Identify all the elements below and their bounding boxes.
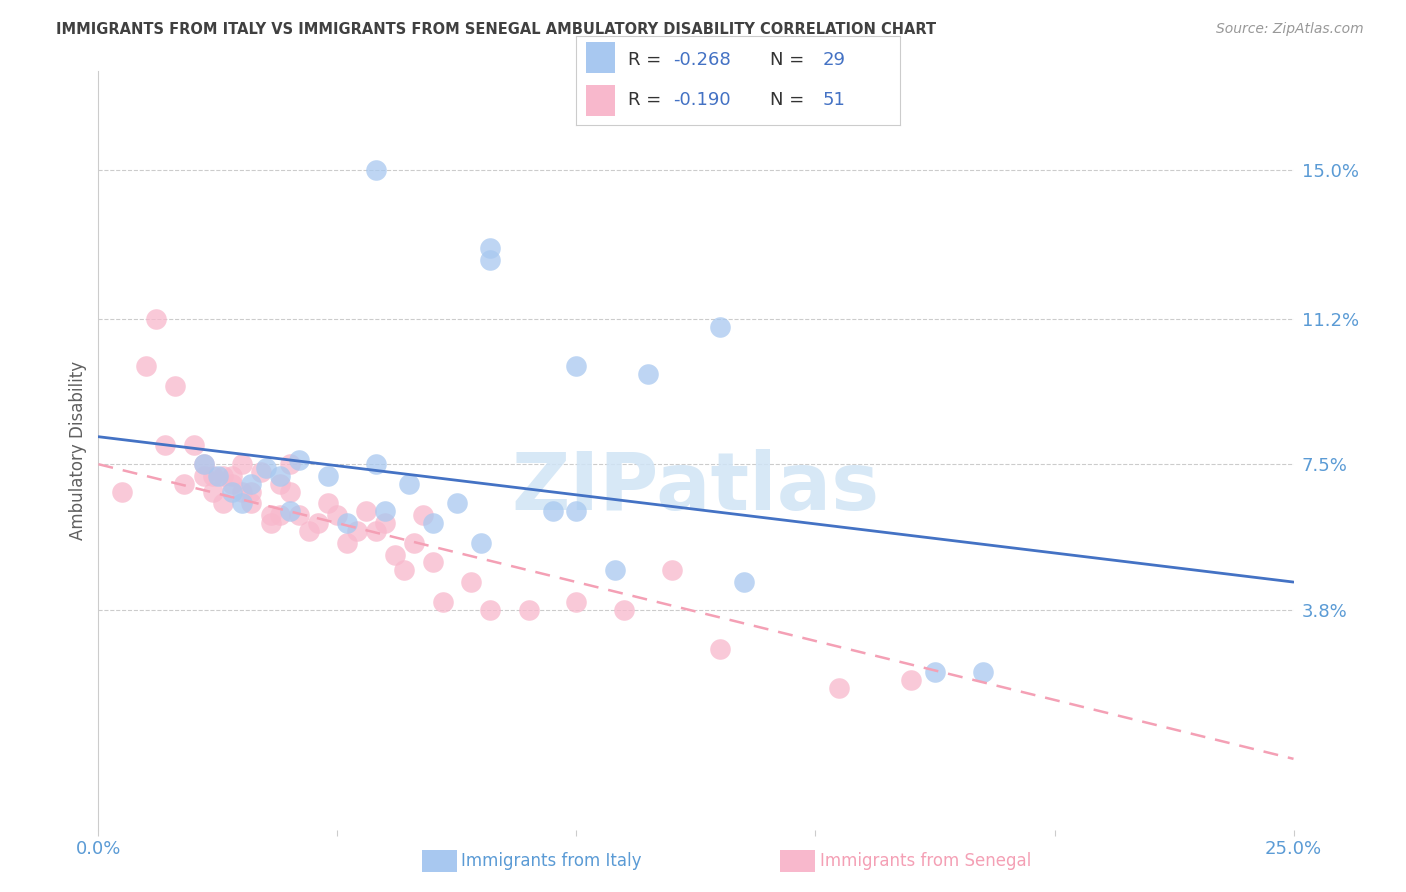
- Point: [207, 469, 229, 483]
- Point: [709, 319, 731, 334]
- Point: [479, 241, 502, 255]
- Point: [221, 484, 243, 499]
- Point: [346, 524, 368, 538]
- Point: [145, 311, 167, 326]
- Point: [173, 476, 195, 491]
- Point: [316, 496, 339, 510]
- Point: [231, 484, 253, 499]
- Point: [374, 516, 396, 530]
- Point: [221, 476, 243, 491]
- Point: [221, 469, 243, 483]
- Point: [364, 524, 387, 538]
- Point: [460, 575, 482, 590]
- Point: [211, 469, 233, 483]
- Point: [231, 457, 253, 471]
- Point: [336, 535, 359, 549]
- Point: [900, 673, 922, 688]
- Point: [398, 476, 420, 491]
- Point: [972, 665, 994, 680]
- Point: [288, 453, 311, 467]
- Text: Immigrants from Italy: Immigrants from Italy: [461, 852, 641, 870]
- Point: [250, 465, 273, 479]
- Point: [202, 484, 225, 499]
- Point: [269, 469, 291, 483]
- Point: [565, 504, 588, 518]
- Point: [111, 484, 134, 499]
- Point: [354, 504, 377, 518]
- Point: [240, 476, 263, 491]
- Point: [709, 641, 731, 656]
- Text: Immigrants from Senegal: Immigrants from Senegal: [820, 852, 1031, 870]
- Point: [240, 496, 263, 510]
- Point: [298, 524, 321, 538]
- Point: [193, 457, 215, 471]
- Point: [269, 508, 291, 523]
- Point: [259, 516, 281, 530]
- Point: [211, 496, 233, 510]
- Point: [402, 535, 425, 549]
- FancyBboxPatch shape: [586, 85, 616, 116]
- Point: [412, 508, 434, 523]
- Text: 51: 51: [823, 91, 845, 109]
- Point: [394, 563, 416, 577]
- Point: [637, 367, 659, 381]
- Point: [603, 563, 626, 577]
- Point: [193, 469, 215, 483]
- Point: [733, 575, 755, 590]
- Text: R =: R =: [628, 91, 668, 109]
- Point: [924, 665, 946, 680]
- Point: [288, 508, 311, 523]
- Text: ZIPatlas: ZIPatlas: [512, 450, 880, 527]
- Point: [155, 437, 177, 451]
- Text: -0.268: -0.268: [673, 51, 731, 69]
- Point: [613, 602, 636, 616]
- Text: N =: N =: [770, 91, 810, 109]
- Point: [565, 359, 588, 373]
- Point: [278, 504, 301, 518]
- Point: [517, 602, 540, 616]
- Point: [479, 602, 502, 616]
- Point: [336, 516, 359, 530]
- Point: [374, 504, 396, 518]
- Point: [384, 548, 406, 562]
- Point: [231, 496, 253, 510]
- Point: [565, 595, 588, 609]
- Point: [259, 508, 281, 523]
- Y-axis label: Ambulatory Disability: Ambulatory Disability: [69, 361, 87, 540]
- Point: [307, 516, 329, 530]
- Text: IMMIGRANTS FROM ITALY VS IMMIGRANTS FROM SENEGAL AMBULATORY DISABILITY CORRELATI: IMMIGRANTS FROM ITALY VS IMMIGRANTS FROM…: [56, 22, 936, 37]
- Point: [135, 359, 157, 373]
- Point: [183, 437, 205, 451]
- Point: [446, 496, 468, 510]
- Point: [422, 556, 444, 570]
- Point: [326, 508, 349, 523]
- Point: [432, 595, 454, 609]
- Point: [240, 484, 263, 499]
- Point: [364, 457, 387, 471]
- Point: [193, 457, 215, 471]
- Text: N =: N =: [770, 51, 810, 69]
- Point: [163, 378, 186, 392]
- Point: [316, 469, 339, 483]
- Text: 29: 29: [823, 51, 845, 69]
- Point: [254, 461, 277, 475]
- Point: [278, 457, 301, 471]
- Point: [470, 535, 492, 549]
- Point: [828, 681, 851, 695]
- Point: [422, 516, 444, 530]
- Text: -0.190: -0.190: [673, 91, 731, 109]
- Text: R =: R =: [628, 51, 668, 69]
- Point: [541, 504, 564, 518]
- Point: [278, 484, 301, 499]
- Point: [269, 476, 291, 491]
- Point: [661, 563, 683, 577]
- Point: [364, 162, 387, 177]
- Point: [479, 252, 502, 267]
- Text: Source: ZipAtlas.com: Source: ZipAtlas.com: [1216, 22, 1364, 37]
- Point: [202, 469, 225, 483]
- FancyBboxPatch shape: [586, 42, 616, 73]
